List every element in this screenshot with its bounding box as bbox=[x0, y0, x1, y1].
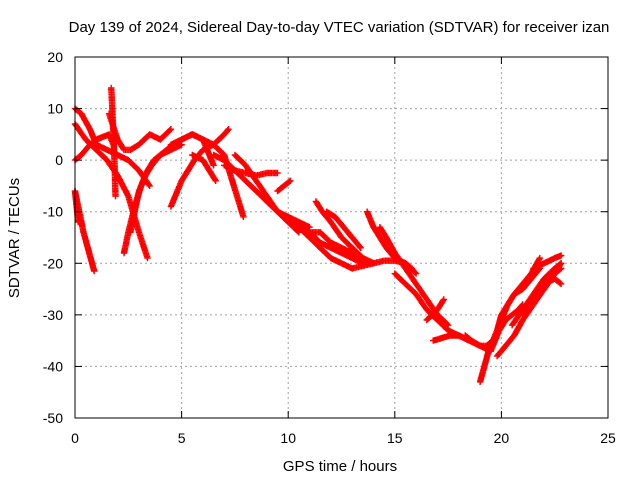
data-markers bbox=[167, 131, 217, 169]
data-markers bbox=[312, 198, 377, 267]
y-tick-label: -10 bbox=[43, 204, 63, 220]
x-tick-label: 20 bbox=[494, 430, 510, 446]
data-markers bbox=[189, 151, 219, 184]
y-tick-label: 0 bbox=[55, 152, 63, 168]
series-arc-9 bbox=[127, 141, 185, 236]
axis-ticks bbox=[74, 56, 609, 419]
data-markers bbox=[515, 275, 565, 319]
x-axis-label: GPS time / hours bbox=[283, 458, 397, 475]
data-markers bbox=[306, 229, 366, 267]
data-points bbox=[71, 84, 565, 386]
chart-title: Day 139 of 2024, Sidereal Day-to-day VTE… bbox=[69, 19, 610, 36]
series-arc-36 bbox=[530, 252, 565, 272]
data-markers bbox=[323, 208, 364, 251]
series-arc-17 bbox=[274, 177, 294, 195]
series-arc-12 bbox=[167, 131, 217, 169]
data-markers bbox=[127, 141, 185, 236]
data-markers bbox=[274, 177, 294, 195]
data-markers bbox=[71, 187, 82, 226]
data-markers bbox=[105, 110, 175, 153]
x-tick-label: 25 bbox=[600, 430, 616, 446]
y-tick-label: 10 bbox=[47, 101, 63, 117]
x-tick-label: 15 bbox=[387, 430, 403, 446]
y-tick-label: -50 bbox=[43, 410, 63, 426]
series-arc-26 bbox=[391, 270, 494, 355]
plot-frame bbox=[74, 56, 609, 419]
series-arc-21 bbox=[306, 229, 366, 267]
y-axis-label: SDTVAR / TECUs bbox=[6, 178, 23, 298]
x-tick-labels: 0 5 10 15 20 25 bbox=[71, 430, 616, 446]
data-markers bbox=[423, 296, 447, 324]
series-arc-35 bbox=[515, 275, 565, 319]
x-tick-label: 10 bbox=[280, 430, 296, 446]
x-tick-label: 5 bbox=[178, 430, 186, 446]
x-tick-label: 0 bbox=[71, 430, 79, 446]
data-markers bbox=[376, 224, 452, 329]
series-arc-13 bbox=[189, 151, 219, 184]
y-tick-label: 20 bbox=[47, 49, 63, 65]
series-arc-25 bbox=[376, 224, 452, 329]
series-arc-7 bbox=[105, 110, 175, 153]
y-tick-label: -40 bbox=[43, 358, 63, 374]
series-arc-20 bbox=[312, 198, 377, 267]
data-markers bbox=[530, 252, 565, 272]
data-markers bbox=[391, 270, 494, 355]
series-arc-2 bbox=[71, 187, 82, 226]
series-arc-22 bbox=[323, 208, 364, 251]
series-arc-28 bbox=[423, 296, 447, 324]
y-tick-label: -20 bbox=[43, 255, 63, 271]
y-tick-labels: -50 -40 -30 -20 -10 0 10 20 bbox=[43, 49, 63, 426]
y-tick-label: -30 bbox=[43, 307, 63, 323]
